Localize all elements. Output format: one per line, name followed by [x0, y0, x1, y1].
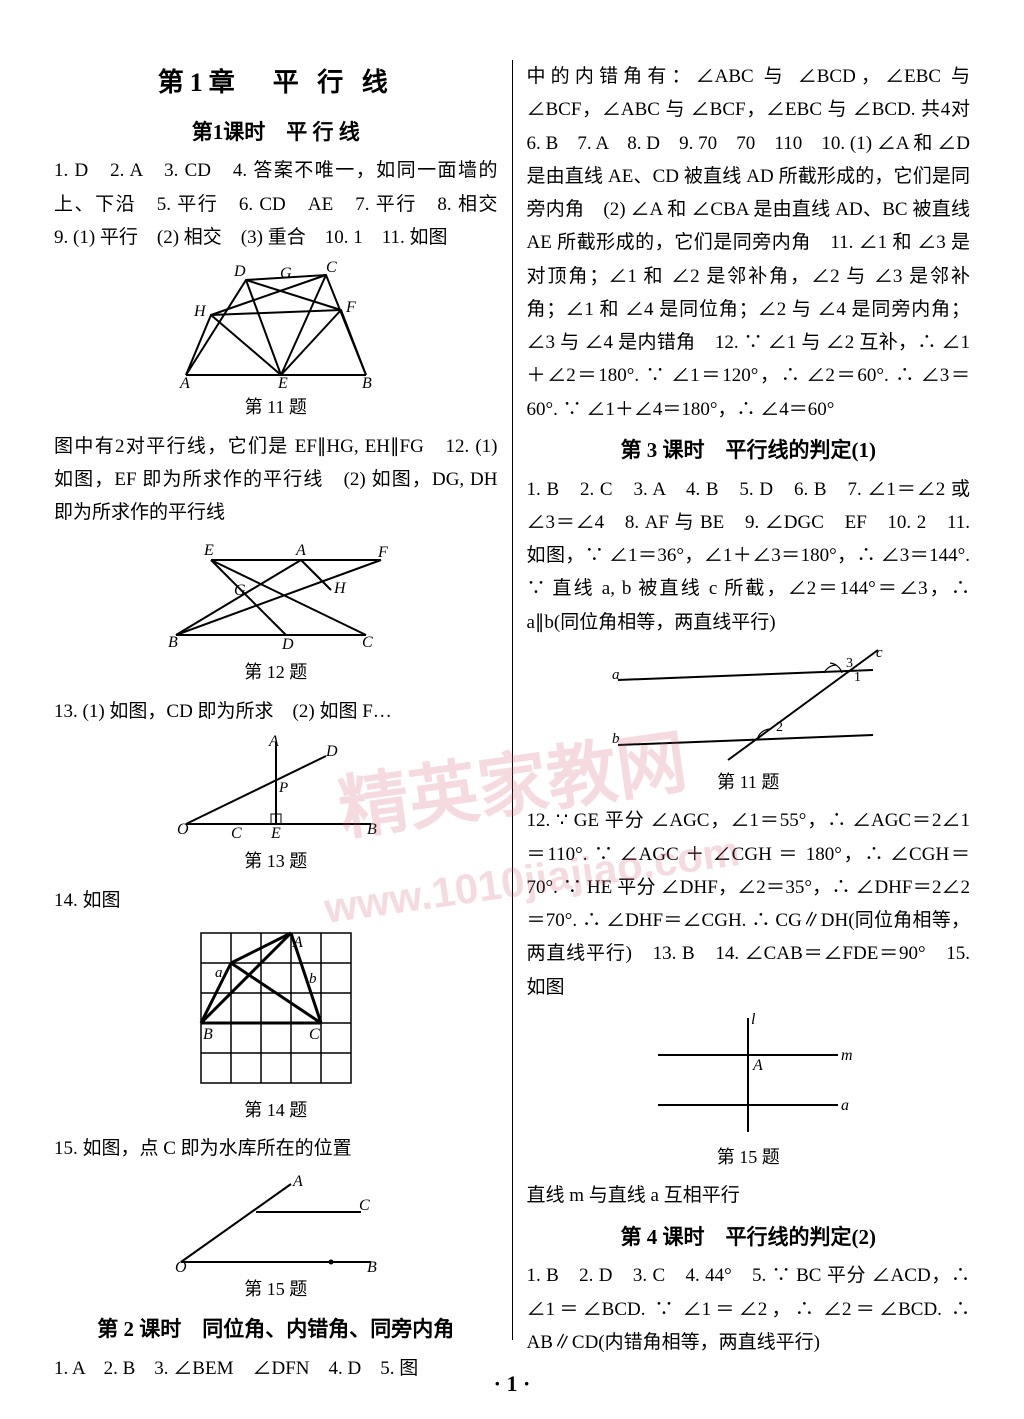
fig12-svg: E A F B D C G H	[156, 535, 396, 655]
fig15-svg: O A B C	[171, 1172, 381, 1272]
svg-text:F: F	[345, 299, 356, 316]
svg-text:D: D	[233, 263, 246, 280]
right-column: 中的内错角有：∠ABC 与 ∠BCD，∠EBC 与 ∠BCF，∠ABC 与 ∠B…	[513, 60, 985, 1340]
figure-11-left: A B C D E F G H	[54, 260, 498, 390]
svg-text:b: b	[612, 731, 620, 747]
figure-12-left: E A F B D C G H	[54, 535, 498, 655]
svg-text:G: G	[234, 582, 246, 599]
svg-text:C: C	[359, 1197, 370, 1214]
page-columns: 第1章 平 行 线 第1课时 平 行 线 1. D 2. A 3. CD 4. …	[40, 60, 984, 1340]
fig15-caption: 第 15 题	[54, 1274, 498, 1306]
svg-text:O: O	[177, 821, 189, 838]
svg-text:F: F	[377, 544, 388, 561]
svg-text:B: B	[362, 375, 372, 390]
fig12-caption: 第 12 题	[54, 657, 498, 689]
svg-text:H: H	[193, 303, 207, 320]
fig13-svg: O C E B A D P	[171, 734, 381, 844]
svg-text:A: A	[179, 375, 190, 390]
svg-text:A: A	[292, 934, 303, 951]
svg-text:C: C	[326, 260, 337, 276]
svg-text:1: 1	[854, 670, 861, 685]
q15-label: 15. 如图，点 C 即为水库所在的位置	[54, 1132, 498, 1165]
svg-text:a: a	[612, 667, 620, 683]
figure-11-right: a b c 3 1 2	[527, 645, 971, 765]
svg-text:B: B	[367, 1259, 377, 1272]
lesson1-body: 1. D 2. A 3. CD 4. 答案不唯一，如同一面墙的上、下沿 5. 平…	[54, 154, 498, 254]
svg-text:b: b	[309, 971, 317, 987]
fig13-caption: 第 13 题	[54, 846, 498, 878]
svg-text:C: C	[309, 1026, 320, 1043]
svg-text:E: E	[203, 542, 214, 559]
fig11r-svg: a b c 3 1 2	[598, 645, 898, 765]
svg-text:H: H	[333, 580, 347, 597]
svg-text:G: G	[280, 265, 292, 282]
svg-text:a: a	[841, 1097, 849, 1114]
right-cont-body: 中的内错角有：∠ABC 与 ∠BCD，∠EBC 与 ∠BCF，∠ABC 与 ∠B…	[527, 60, 971, 426]
svg-text:l: l	[751, 1011, 756, 1028]
lesson3-body-b: 12. ∵ GE 平分 ∠AGC，∠1＝55°，∴ ∠AGC＝2∠1＝110°.…	[527, 804, 971, 1004]
svg-text:m: m	[841, 1047, 853, 1064]
figure-15-left: O A B C	[54, 1172, 498, 1272]
after-fig12: 13. (1) 如图，CD 即为所求 (2) 如图 F…	[54, 695, 498, 728]
svg-text:E: E	[277, 375, 288, 390]
svg-text:A: A	[292, 1173, 303, 1190]
svg-text:D: D	[325, 743, 338, 760]
svg-text:E: E	[270, 825, 281, 842]
fig15r-svg: l m a A	[633, 1010, 863, 1140]
svg-text:C: C	[231, 825, 242, 842]
svg-text:a: a	[215, 965, 223, 981]
svg-text:B: B	[168, 634, 178, 651]
figure-14-left: A a b B C	[54, 923, 498, 1093]
page-number: · 1 ·	[0, 1371, 1024, 1397]
svg-text:3: 3	[846, 656, 853, 671]
svg-text:c: c	[876, 645, 883, 661]
fig15r-caption: 第 15 题	[527, 1142, 971, 1174]
fig14-caption: 第 14 题	[54, 1095, 498, 1127]
lesson4-body: 1. B 2. D 3. C 4. 44° 5. ∵ BC 平分 ∠ACD，∴ …	[527, 1259, 971, 1359]
q14-label: 14. 如图	[54, 884, 498, 917]
svg-text:B: B	[367, 821, 377, 838]
lesson3-body-a: 1. B 2. C 3. A 4. B 5. D 6. B 7. ∠1＝∠2 或…	[527, 473, 971, 639]
fig11r-caption: 第 11 题	[527, 767, 971, 799]
svg-text:2: 2	[776, 720, 783, 735]
svg-text:C: C	[362, 634, 373, 651]
lesson2-title: 第 2 课时 同位角、内错角、同旁内角	[54, 1311, 498, 1348]
svg-text:D: D	[281, 636, 294, 653]
svg-text:A: A	[295, 542, 306, 559]
figure-15-right: l m a A	[527, 1010, 971, 1140]
fig11-svg: A B C D E F G H	[166, 260, 386, 390]
lesson3-title: 第 3 课时 平行线的判定(1)	[527, 432, 971, 469]
svg-text:B: B	[203, 1026, 213, 1043]
left-column: 第1章 平 行 线 第1课时 平 行 线 1. D 2. A 3. CD 4. …	[40, 60, 513, 1340]
after-fig11: 图中有2对平行线，它们是 EF∥HG, EH∥FG 12. (1) 如图，EF …	[54, 430, 498, 530]
lesson4-title: 第 4 课时 平行线的判定(2)	[527, 1219, 971, 1256]
lesson1-title: 第1课时 平 行 线	[54, 114, 498, 151]
fig11-caption: 第 11 题	[54, 392, 498, 424]
fig14-svg: A a b B C	[191, 923, 361, 1093]
svg-text:O: O	[175, 1259, 187, 1272]
svg-text:P: P	[278, 780, 288, 796]
after-fig15r: 直线 m 与直线 a 互相平行	[527, 1179, 971, 1212]
svg-text:A: A	[268, 734, 279, 750]
chapter-title: 第1章 平 行 线	[54, 60, 498, 106]
figure-13-left: O C E B A D P	[54, 734, 498, 844]
svg-text:A: A	[752, 1057, 763, 1074]
